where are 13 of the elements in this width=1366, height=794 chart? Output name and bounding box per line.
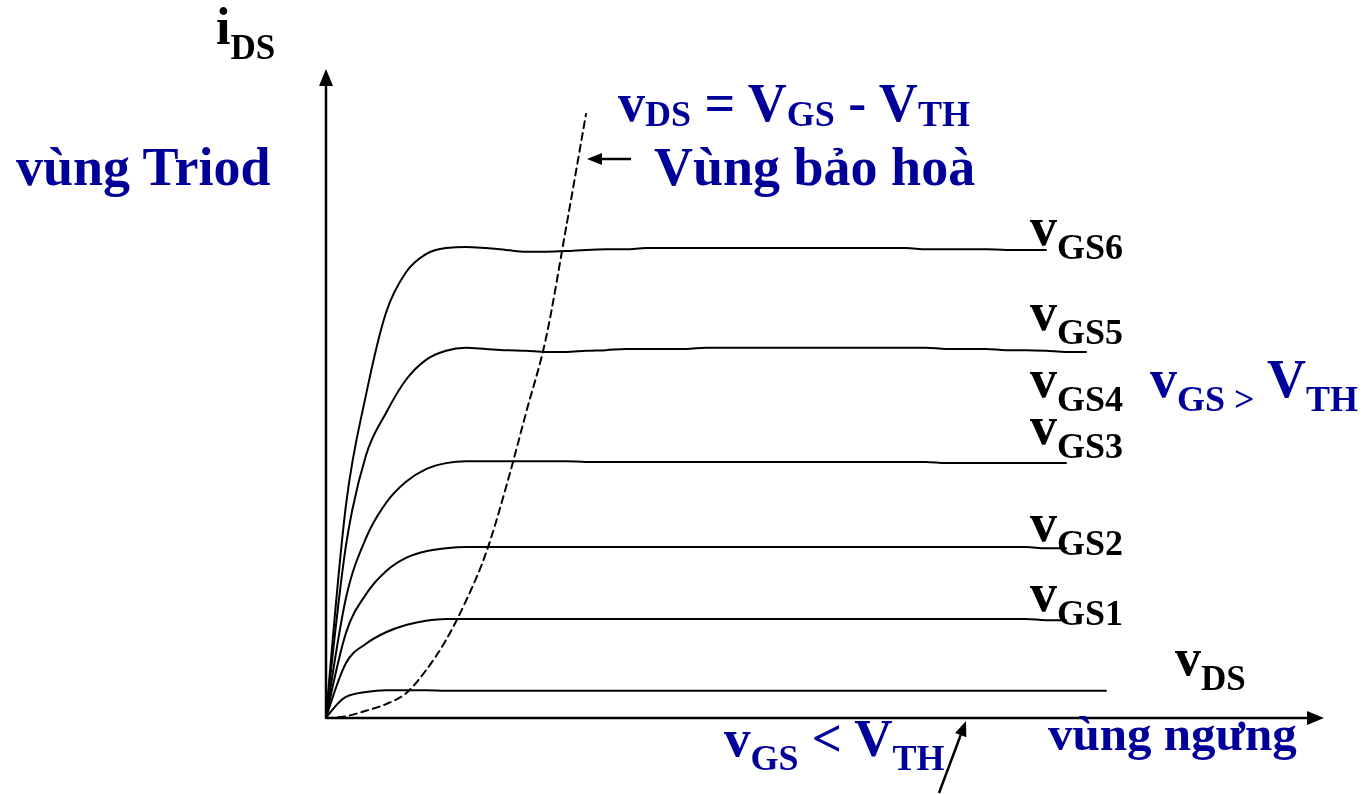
series-label: v$_{GS2}$ [1030, 493, 1124, 564]
annotation: v$_{GS >}$ V$_{TH}$ [1150, 349, 1359, 419]
text: vùng Triod [16, 137, 271, 197]
series-label: v$_{GS6}$ [1030, 196, 1124, 267]
y-axis-title: i$_{DS}$ [216, 0, 276, 67]
series-label: v$_{DS}$ = V$_{GS}$ - V$_{TH}$ [618, 73, 970, 134]
annotation: Vùng bảo hoà [654, 137, 976, 197]
annotation: v$_{GS4}$ [1030, 349, 1124, 419]
annotation: vùng ngưng [1048, 706, 1298, 761]
x-axis-title: v$_{DS}$ [1175, 629, 1246, 698]
annotation: v$_{GS}$ < V$_{TH}$ [724, 709, 945, 778]
series-label: v$_{GS5}$ [1030, 281, 1124, 352]
series-label: v$_{GS1}$ [1030, 563, 1124, 634]
